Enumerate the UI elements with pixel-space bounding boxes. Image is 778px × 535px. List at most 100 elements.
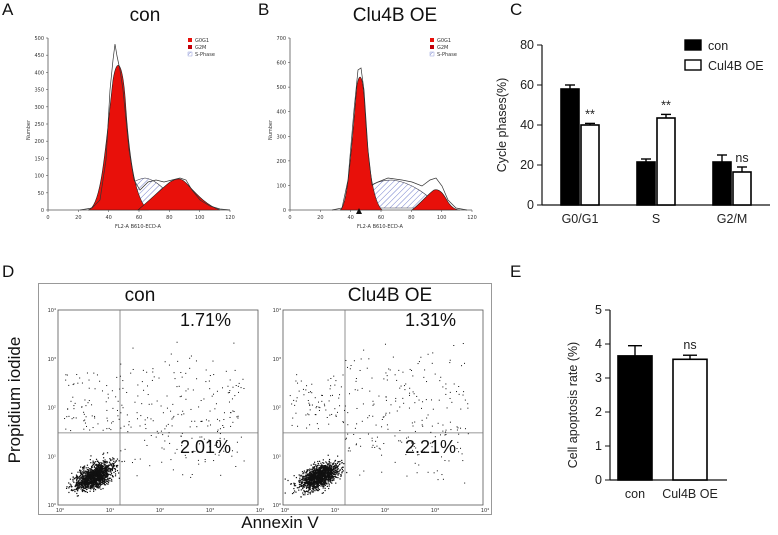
scatter-dots-1 <box>284 343 469 498</box>
c-xtick: G0/G1 <box>562 212 599 226</box>
scatter-xtick: 10³ <box>206 508 214 512</box>
panel-label-e: E <box>510 262 522 281</box>
c-ytick: 60 <box>520 78 534 92</box>
histogram-ytick: 350 <box>34 88 44 94</box>
scatter-xtick: 10¹ <box>106 508 114 512</box>
scatter-ytick: 10² <box>48 406 56 412</box>
histogram-ytick: 0 <box>41 208 44 214</box>
histogram-ytick: 450 <box>34 53 44 59</box>
scatter-dots-0 <box>64 341 245 497</box>
histogram-b: G0G1 G2M S-Phase Number FL2-A B610-ECD-A… <box>262 30 482 235</box>
histogram-b-trace <box>331 67 468 211</box>
histogram-xtick: 80 <box>166 215 172 221</box>
e-bar-1 <box>672 358 708 481</box>
histogram-xtick: 80 <box>408 215 414 221</box>
e-xtick: con <box>625 487 645 501</box>
c-xtick: G2/M <box>717 212 748 226</box>
legend-b-g2m-swatch <box>430 45 434 49</box>
histogram-xtick: 120 <box>467 215 477 221</box>
panel-label-c: C <box>510 0 523 19</box>
legend-s-phase-swatch <box>187 51 193 57</box>
oe-lower-right-pct: 2.21% <box>405 437 457 457</box>
legend-b-g0g1-swatch <box>430 38 434 42</box>
histogram-xtick: 100 <box>437 215 447 221</box>
histogram-a-trace <box>79 43 231 211</box>
con-lower-right-pct: 2.01% <box>180 437 232 457</box>
e-xtick: Cul4B OE <box>662 487 718 501</box>
histogram-ytick: 500 <box>34 36 44 42</box>
scatter-xtick: 10² <box>381 508 389 512</box>
histogram-a-g2m-peak <box>137 178 221 211</box>
scatter-ytick: 10³ <box>273 357 281 363</box>
c-ytick: 20 <box>520 158 534 172</box>
histogram-ytick: 300 <box>276 134 286 140</box>
histogram-ytick: 300 <box>34 105 44 111</box>
histogram-ytick: 250 <box>34 122 44 128</box>
e-ytick: 5 <box>595 303 602 317</box>
histogram-ytick: 600 <box>276 61 286 67</box>
histogram-xtick: 60 <box>378 215 384 221</box>
scatter-ytick: 10⁴ <box>273 308 281 314</box>
e-ytick: 0 <box>595 473 602 487</box>
legend-s-phase: S-Phase <box>195 52 215 58</box>
scatter-ytick: 10¹ <box>273 454 281 460</box>
histogram-ytick: 200 <box>34 139 44 145</box>
legend-b-s-phase-swatch <box>429 51 435 57</box>
scatter-xtick: 10⁰ <box>56 508 64 512</box>
histogram-ytick: 100 <box>34 174 44 180</box>
legend-g0g1: G0G1 <box>195 38 209 44</box>
histogram-xtick: 100 <box>195 215 205 221</box>
scatter-xtick: 10¹ <box>331 508 339 512</box>
panel-label-b: B <box>258 0 270 19</box>
c-legend-label: con <box>708 39 728 53</box>
histogram-b-title: Clu4B OE <box>352 5 438 26</box>
legend-g2m-swatch <box>188 45 192 49</box>
c-legend-swatch <box>684 39 702 51</box>
scatter-ylabel: Propidium iodide <box>5 336 24 464</box>
scatter-xtick: 10⁴ <box>256 508 264 512</box>
scatter-ytick: 10³ <box>48 357 56 363</box>
c-ylabel: Cycle phases(%) <box>495 78 509 172</box>
c-bar-con-1 <box>636 161 656 206</box>
c-bar-con-2 <box>712 161 732 206</box>
legend-g0g1-swatch <box>188 38 192 42</box>
c-ytick: 0 <box>527 198 534 212</box>
scatter-ytick: 10⁰ <box>48 503 56 509</box>
histogram-b-xlabel: FL2-A B610-ECD-A <box>357 224 404 230</box>
scatter-xtick: 10⁰ <box>281 508 289 512</box>
c-bar-cul4b-oe-0 <box>580 124 600 206</box>
histogram-xtick: 0 <box>46 215 49 221</box>
histogram-ytick: 0 <box>283 208 286 214</box>
histogram-a: G0G1 G2M S-Phase Number FL2-A B610-ECD-A… <box>20 30 240 235</box>
histogram-ytick: 700 <box>276 36 286 42</box>
scatter-ytick: 10⁴ <box>48 308 56 314</box>
oe-upper-right-pct: 1.31% <box>405 310 457 330</box>
legend-b-s-phase: S-Phase <box>437 52 457 58</box>
histogram-b-g2m-peak <box>411 189 461 211</box>
scatter-con-title: con <box>124 285 156 306</box>
e-ytick: 2 <box>595 405 602 419</box>
histogram-ytick: 400 <box>34 70 44 76</box>
histogram-xtick: 20 <box>75 215 81 221</box>
scatter-xlabel: Annexin V <box>241 513 319 532</box>
scatter-ytick: 10⁰ <box>273 503 281 509</box>
c-bar-cul4b-oe-1 <box>656 117 676 206</box>
c-annotation: ** <box>585 107 595 121</box>
histogram-a-title: con <box>129 5 161 26</box>
histogram-xtick: 0 <box>288 215 291 221</box>
scatter-xtick: 10² <box>156 508 164 512</box>
cycle-phases-chart: 0 20 40 60 80 Cycle phases(%) ** G0/G1 ** Sns G2/M… <box>495 38 770 226</box>
e-ytick: 3 <box>595 371 602 385</box>
scatter-xtick: 10⁴ <box>481 508 489 512</box>
scatter-plots: 10⁰ 10¹ 10² 10³ 10⁴ 10⁰ 10¹ 10² 10³ 10⁴ 10⁰ 10¹ 10² 1… <box>48 308 490 512</box>
e-ytick: 1 <box>595 439 602 453</box>
histogram-xtick: 60 <box>136 215 142 221</box>
histogram-xtick: 120 <box>225 215 235 221</box>
c-ytick: 40 <box>520 118 534 132</box>
scatter-ytick: 10² <box>273 406 281 412</box>
histogram-b-marker <box>356 208 362 214</box>
histogram-b-ylabel: Number <box>268 119 274 140</box>
legend-g2m: G2M <box>195 45 206 51</box>
e-ytick: 4 <box>595 337 602 351</box>
histogram-ytick: 500 <box>276 85 286 91</box>
